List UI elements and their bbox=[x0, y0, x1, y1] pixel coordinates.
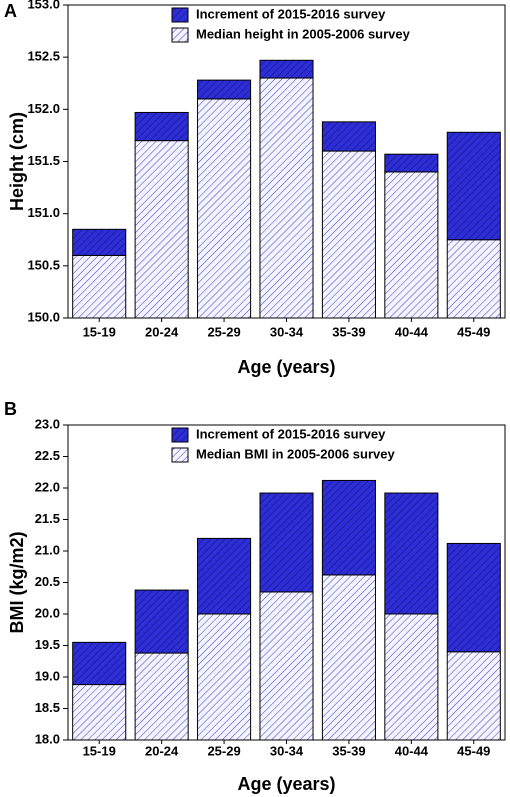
bar-segment bbox=[321, 479, 376, 576]
bar-segment bbox=[197, 79, 252, 100]
x-tick-label: 45-49 bbox=[457, 324, 490, 339]
bar-segment bbox=[384, 153, 439, 173]
bar-segment bbox=[197, 98, 252, 319]
bar-segment bbox=[321, 574, 376, 741]
legend-swatch bbox=[171, 447, 189, 463]
y-axis-title: Height (cm) bbox=[7, 112, 27, 211]
bar-segment bbox=[259, 492, 314, 593]
legend-label: Increment of 2015-2016 survey bbox=[196, 6, 386, 21]
y-tick-label: 18.5 bbox=[35, 700, 60, 715]
bar-segment bbox=[72, 228, 127, 256]
x-tick-label: 15-19 bbox=[83, 743, 116, 758]
panel-label: B bbox=[4, 399, 17, 419]
x-axis-title: Age (years) bbox=[237, 774, 335, 794]
bar-segment bbox=[384, 171, 439, 319]
y-tick-label: 151.5 bbox=[27, 153, 60, 168]
bar-segment bbox=[321, 150, 376, 319]
bar-segment bbox=[446, 239, 501, 319]
bar-segment bbox=[446, 131, 501, 241]
bar-segment bbox=[259, 59, 314, 79]
bar-segment bbox=[72, 254, 127, 319]
x-tick-label: 20-24 bbox=[145, 743, 179, 758]
legend-label: Median BMI in 2005-2006 survey bbox=[196, 446, 395, 461]
y-tick-label: 22.0 bbox=[35, 479, 60, 494]
bar-segment bbox=[321, 121, 376, 152]
y-tick-label: 21.0 bbox=[35, 542, 60, 557]
bar-segment bbox=[72, 684, 127, 741]
bar-segment bbox=[134, 652, 189, 741]
legend-label: Median height in 2005-2006 survey bbox=[196, 26, 411, 41]
bar-segment bbox=[259, 591, 314, 741]
x-tick-label: 20-24 bbox=[145, 324, 179, 339]
y-tick-label: 20.5 bbox=[35, 574, 60, 589]
y-tick-label: 153.0 bbox=[27, 0, 60, 11]
plot-frame bbox=[67, 4, 506, 319]
y-tick-label: 152.5 bbox=[27, 49, 60, 64]
x-tick-label: 35-39 bbox=[332, 324, 365, 339]
legend-swatch bbox=[171, 427, 189, 443]
y-tick-label: 151.0 bbox=[27, 205, 60, 220]
y-tick-label: 19.5 bbox=[35, 637, 60, 652]
bar-segment bbox=[197, 613, 252, 741]
y-tick-label: 23.0 bbox=[35, 416, 60, 431]
x-tick-label: 25-29 bbox=[207, 324, 240, 339]
y-tick-label: 22.5 bbox=[35, 448, 60, 463]
y-tick-label: 19.0 bbox=[35, 668, 60, 683]
x-tick-label: 25-29 bbox=[207, 743, 240, 758]
bar-segment bbox=[134, 111, 189, 142]
y-tick-label: 150.5 bbox=[27, 257, 60, 272]
legend-label: Increment of 2015-2016 survey bbox=[196, 426, 386, 441]
bar-segment bbox=[384, 492, 439, 615]
x-tick-label: 35-39 bbox=[332, 743, 365, 758]
bar-segment bbox=[134, 140, 189, 319]
y-tick-label: 18.0 bbox=[35, 731, 60, 746]
x-tick-label: 15-19 bbox=[83, 324, 116, 339]
y-tick-label: 150.0 bbox=[27, 309, 60, 324]
legend-swatch bbox=[171, 7, 189, 23]
y-tick-label: 21.5 bbox=[35, 511, 60, 526]
panel-label: A bbox=[4, 1, 17, 21]
x-tick-label: 40-44 bbox=[395, 743, 429, 758]
bar-segment bbox=[259, 77, 314, 319]
bar-segment bbox=[446, 651, 501, 741]
y-tick-label: 20.0 bbox=[35, 605, 60, 620]
x-tick-label: 30-34 bbox=[270, 324, 304, 339]
x-tick-label: 40-44 bbox=[395, 324, 429, 339]
y-axis-title: BMI (kg/m2) bbox=[7, 531, 27, 633]
bar-segment bbox=[197, 537, 252, 615]
bar-segment bbox=[134, 589, 189, 654]
plot-frame bbox=[67, 424, 506, 741]
x-tick-label: 45-49 bbox=[457, 743, 490, 758]
bar-segment bbox=[446, 542, 501, 653]
bar-segment bbox=[384, 613, 439, 741]
legend-swatch bbox=[171, 27, 189, 43]
y-tick-label: 152.0 bbox=[27, 101, 60, 116]
x-tick-label: 30-34 bbox=[270, 743, 304, 758]
x-axis-title: Age (years) bbox=[237, 357, 335, 377]
bar-segment bbox=[72, 641, 127, 686]
